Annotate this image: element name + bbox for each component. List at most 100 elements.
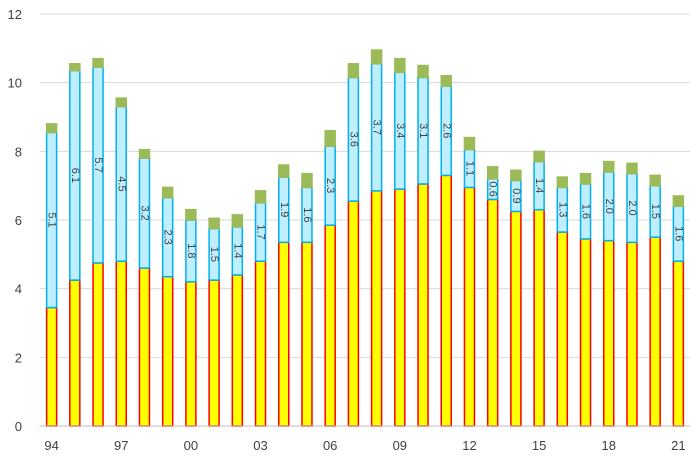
- x-tick-label: 06: [323, 438, 337, 453]
- bar-segment-1: [92, 262, 104, 427]
- bar-segment-1: [138, 267, 151, 427]
- bar-segment-3: [486, 166, 499, 180]
- x-tick-label: 97: [114, 438, 128, 453]
- y-tick-label: 2: [15, 350, 22, 365]
- data-label: 1.9: [278, 202, 290, 217]
- data-label: 2.3: [162, 230, 174, 245]
- bar-segment-1: [185, 281, 197, 427]
- data-label: 1.3: [556, 202, 568, 217]
- bar-segment-3: [370, 49, 383, 65]
- bar-segment-3: [301, 172, 313, 189]
- data-label: 2.3: [324, 178, 336, 193]
- bar-segment-3: [394, 57, 406, 74]
- bar-segment-3: [417, 64, 429, 79]
- bar-segment-1: [69, 279, 81, 427]
- data-label: 3.4: [394, 123, 406, 138]
- y-tick-label: 6: [15, 213, 22, 228]
- bar-segment-3: [45, 123, 58, 134]
- bar-segment-3: [603, 160, 615, 173]
- bar-segment-3: [556, 176, 569, 189]
- y-tick-label: 10: [8, 76, 22, 91]
- data-label: 6.1: [69, 168, 81, 183]
- data-label: 2.0: [603, 199, 615, 214]
- bar-segment-1: [579, 238, 592, 427]
- bar-segment-1: [486, 198, 499, 427]
- bar-segment-3: [69, 63, 81, 72]
- data-label: 3.7: [371, 120, 383, 135]
- data-label: 1.5: [649, 204, 661, 219]
- bar-segment-3: [92, 57, 104, 68]
- bar-segment-3: [115, 97, 127, 108]
- data-label: 1.4: [231, 243, 243, 258]
- data-label: 3.2: [138, 205, 150, 220]
- bar-segment-3: [649, 174, 661, 187]
- y-tick-label: 12: [8, 7, 22, 22]
- bar-segment-3: [510, 169, 522, 182]
- data-label: 1.6: [580, 204, 592, 219]
- bar-segment-1: [603, 239, 615, 427]
- x-tick-label: 03: [253, 438, 267, 453]
- bar-segment-3: [463, 136, 476, 151]
- bar-segment-1: [254, 260, 267, 427]
- data-label: 1.6: [301, 207, 313, 222]
- data-label: 2.6: [440, 123, 452, 138]
- x-tick-label: 21: [671, 438, 685, 453]
- data-label: 5.1: [46, 212, 58, 227]
- x-tick-label: 18: [602, 438, 616, 453]
- y-axis-ticks: 0 2 4 6 8 10 12: [8, 7, 22, 434]
- bar-segment-1: [556, 231, 569, 427]
- bar-segment-1: [394, 188, 406, 427]
- bar-segment-3: [278, 164, 290, 178]
- data-label: 1.7: [255, 224, 267, 239]
- x-tick-label: 94: [44, 438, 58, 453]
- data-label: 5.7: [92, 157, 104, 172]
- bar-segment-3: [672, 195, 685, 208]
- x-tick-label: 12: [462, 438, 476, 453]
- data-label: 0.9: [510, 188, 522, 203]
- data-label: 1.6: [672, 226, 684, 241]
- bar-segment-1: [417, 183, 429, 427]
- data-labels: 5.1 6.1 5.7 4.5 3.2 2.3 1.8 1.5 1.4 1.7 1.9 1.6 2.3 3…: [46, 120, 685, 262]
- data-label: 1.5: [208, 247, 220, 262]
- bar-segment-3: [324, 129, 336, 147]
- bar-segment-1: [324, 224, 336, 427]
- gridlines: [40, 13, 690, 358]
- bar-segment-1: [115, 260, 127, 427]
- bar-segment-3: [533, 150, 545, 163]
- data-label: 1.4: [533, 178, 545, 193]
- data-label: 3.6: [347, 132, 359, 147]
- data-label: 4.5: [115, 176, 127, 191]
- bar-segment-3: [231, 214, 244, 228]
- bar-segment-1: [347, 200, 360, 427]
- x-axis-ticks: 94 97 00 03 06 09 12 15 18 21: [44, 438, 685, 453]
- bar-segment-3: [161, 186, 174, 199]
- bar-segment-1: [301, 241, 313, 427]
- x-tick-label: 00: [184, 438, 198, 453]
- x-tick-label: 15: [532, 438, 546, 453]
- bar-segment-1: [626, 241, 638, 427]
- data-label: 0.6: [487, 181, 499, 196]
- bar-segment-1: [208, 279, 220, 427]
- data-label: 2.0: [626, 200, 638, 215]
- bar-segment-1: [649, 236, 661, 427]
- bar-segment-3: [185, 208, 197, 221]
- bar-segment-3: [440, 75, 452, 87]
- bar-segment-1: [440, 174, 452, 427]
- data-label: 1.1: [463, 161, 475, 176]
- bar-segment-1: [533, 208, 545, 427]
- bar-segment-3: [138, 148, 151, 159]
- bar-segment-1: [45, 306, 58, 427]
- bar-segment-3: [208, 217, 220, 230]
- bar-segment-3: [347, 63, 360, 79]
- data-label: 1.8: [185, 243, 197, 258]
- bar-segment-3: [579, 172, 592, 185]
- bar-segment-1: [278, 241, 290, 427]
- bar-segment-3: [254, 190, 267, 204]
- y-tick-label: 0: [15, 419, 22, 434]
- bar-segment-1: [161, 275, 174, 427]
- y-tick-label: 8: [15, 144, 22, 159]
- y-tick-label: 4: [15, 282, 22, 297]
- bars: [45, 49, 685, 427]
- data-label: 3.1: [417, 123, 429, 138]
